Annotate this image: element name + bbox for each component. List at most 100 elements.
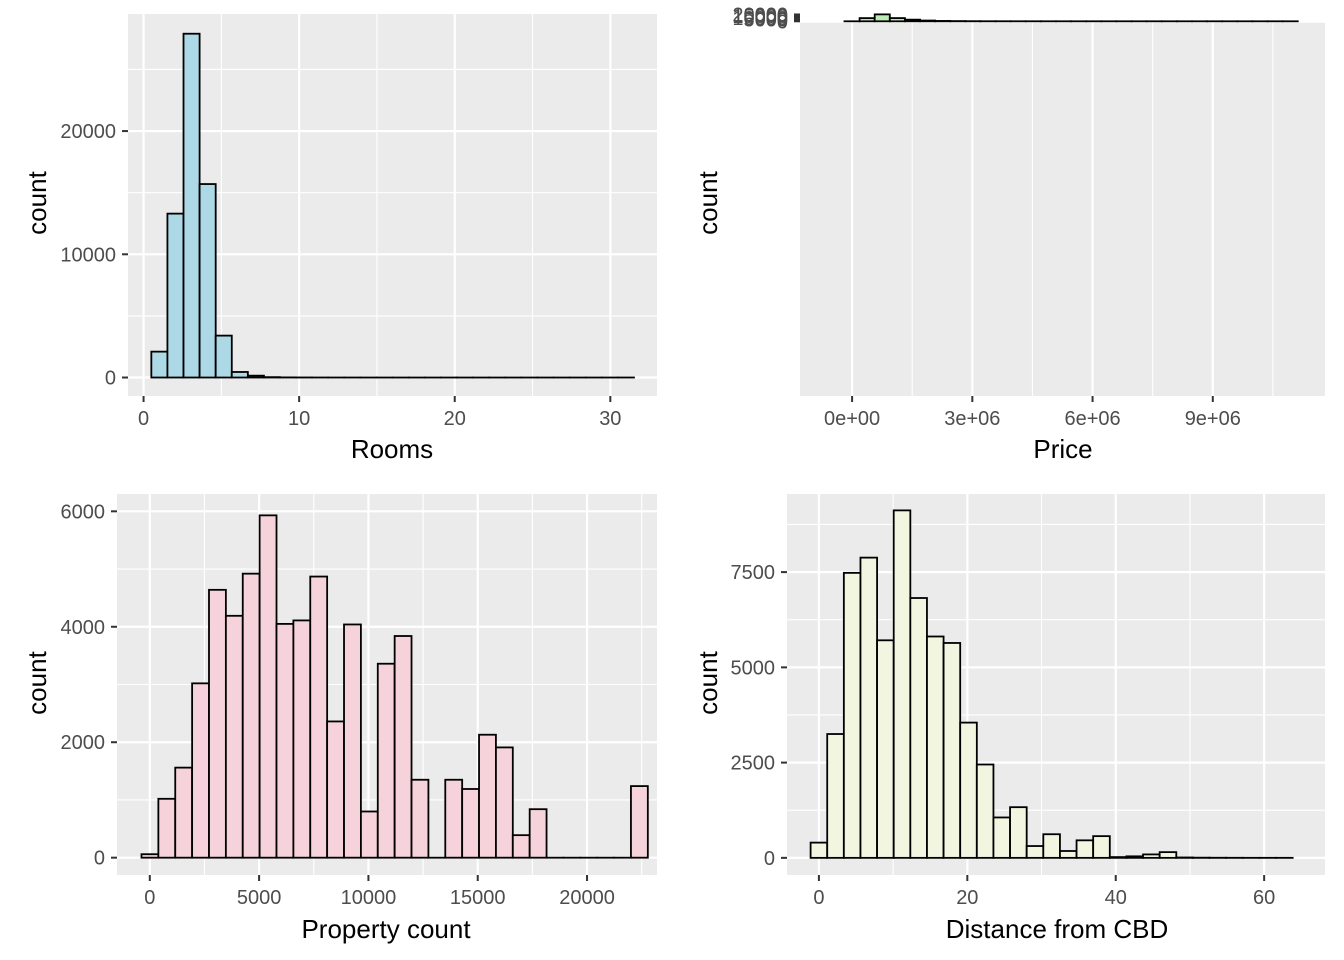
x-axis-ticks: 0 20 40 60	[813, 875, 1275, 909]
y-tick-label: 6000	[61, 501, 106, 523]
x-axis-title: Rooms	[351, 434, 433, 464]
histogram-bar	[842, 571, 862, 859]
histogram-bar	[1042, 833, 1061, 859]
histogram-bar	[191, 682, 210, 859]
y-axis-ticks: 0 2500 5000 7500	[731, 562, 787, 870]
y-tick-label: 5000	[744, 10, 789, 32]
histogram-bar	[182, 32, 201, 379]
histogram-bar	[444, 778, 464, 859]
y-axis-ticks: 0 2000 4000 6000	[61, 501, 117, 870]
y-tick-label: 0	[94, 848, 105, 870]
histogram-bar	[888, 17, 906, 23]
histogram-bar	[511, 834, 531, 859]
histogram-bars	[150, 32, 635, 379]
histogram-bar	[859, 556, 878, 859]
histogram-bar	[140, 853, 160, 859]
histogram-bar	[1125, 855, 1144, 859]
histogram-bar	[461, 788, 480, 859]
histogram-bar	[214, 334, 233, 379]
x-tick-label: 0	[144, 887, 155, 909]
y-axis-ticks: 0 10000 20000	[60, 121, 128, 390]
x-tick-label: 0	[138, 408, 149, 430]
histogram-bar	[230, 371, 249, 379]
y-axis-title: count	[693, 170, 723, 234]
x-tick-label: 6e+06	[1064, 408, 1120, 430]
histogram-bar	[992, 816, 1011, 859]
y-tick-label: 2500	[731, 753, 776, 775]
x-tick-label: 15000	[450, 887, 506, 909]
chart-rooms: 0 10 20 30 0 10000 20000 Rooms count	[22, 14, 657, 464]
histogram-bar	[919, 19, 937, 23]
histogram-bar	[1059, 850, 1078, 859]
x-axis-title: Price	[1033, 434, 1092, 464]
histogram-bar	[904, 18, 921, 23]
histogram-bar	[478, 733, 497, 859]
x-axis-ticks: 0 5000 10000 15000 20000	[144, 875, 615, 909]
histogram-bar	[150, 350, 169, 379]
histogram-bars	[843, 13, 1299, 23]
histogram-bar	[1142, 853, 1161, 859]
histogram-bar	[630, 785, 649, 859]
x-tick-label: 20000	[559, 887, 615, 909]
chart-property-count: 0 5000 10000 15000 20000 0 2000 4000 6000 Prope…	[22, 494, 657, 944]
x-tick-label: 60	[1253, 887, 1275, 909]
y-axis-title: count	[22, 170, 52, 234]
y-tick-label: 20000	[732, 4, 788, 26]
x-tick-label: 30	[599, 408, 621, 430]
histogram-bar	[873, 13, 891, 23]
x-tick-label: 9e+06	[1185, 408, 1241, 430]
histogram-bar	[528, 808, 548, 859]
y-tick-label: 0	[105, 368, 116, 390]
y-tick-label: 0	[777, 11, 788, 33]
histogram-bar	[258, 514, 278, 859]
y-tick-label: 5000	[731, 657, 776, 679]
y-tick-label: 20000	[60, 121, 116, 143]
y-tick-label: 10000	[60, 244, 116, 266]
histogram-bar	[876, 639, 895, 859]
histogram-bar	[1092, 835, 1111, 859]
histogram-bar	[495, 746, 514, 859]
histogram-bar	[275, 622, 295, 859]
histogram-bar	[1158, 851, 1178, 859]
x-axis-ticks: 0e+00 3e+06 6e+06 9e+06	[824, 396, 1241, 430]
y-axis-title: count	[693, 650, 723, 714]
histogram-bar	[1075, 839, 1095, 859]
histogram-bar	[1108, 856, 1128, 859]
histogram-bar	[892, 509, 912, 859]
y-tick-label: 2000	[61, 732, 106, 754]
histogram-bar	[166, 212, 185, 379]
x-tick-label: 40	[1105, 887, 1127, 909]
histogram-bar	[343, 623, 362, 859]
histogram-bar	[359, 810, 379, 859]
histogram-bar	[309, 575, 329, 859]
x-axis-title: Distance from CBD	[946, 914, 1169, 944]
histogram-bar	[224, 614, 244, 859]
histogram-bar	[975, 763, 995, 859]
x-tick-label: 0e+00	[824, 408, 880, 430]
histogram-bar	[376, 662, 396, 859]
x-tick-label: 20	[444, 408, 466, 430]
y-tick-label: 7500	[731, 562, 776, 584]
x-tick-label: 10	[288, 408, 310, 430]
x-axis-title: Property count	[301, 914, 471, 944]
panel-background	[800, 14, 1325, 396]
histogram-bar	[959, 721, 978, 859]
histogram-bar	[926, 635, 945, 859]
histogram-bar	[858, 17, 876, 23]
histogram-bar	[410, 778, 430, 859]
histogram-bar	[208, 588, 227, 859]
y-tick-label: 10000	[732, 8, 788, 30]
histogram-bar	[809, 841, 829, 859]
histogram-bar	[157, 797, 177, 859]
y-tick-label: 4000	[61, 617, 106, 639]
histogram-bar	[1025, 845, 1045, 859]
histogram-bars	[809, 509, 1294, 859]
histogram-bar	[393, 635, 413, 859]
chart-price: 0e+00 3e+06 6e+06 9e+06 0500010000150002000…	[693, 4, 1325, 464]
histogram-bar	[909, 597, 928, 859]
y-tick-label: 15000	[732, 6, 788, 28]
y-tick-label: 0	[764, 848, 775, 870]
